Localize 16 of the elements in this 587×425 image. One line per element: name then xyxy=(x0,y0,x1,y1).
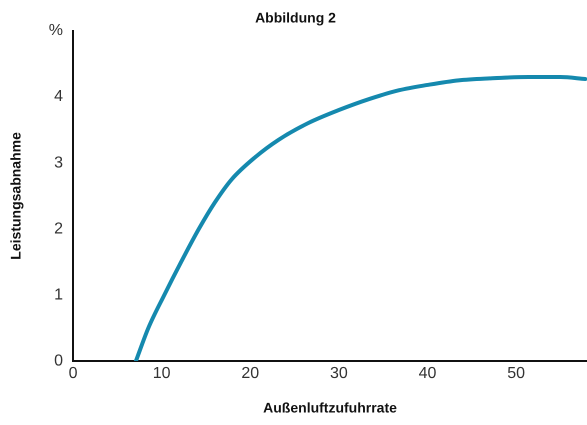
y-tick-label: % xyxy=(48,22,64,40)
x-axis-title: Außenluftzufuhrrate xyxy=(263,399,398,416)
x-tick-label: 30 xyxy=(330,365,348,382)
x-tick-label: 10 xyxy=(152,365,171,382)
y-axis-title: Leistungsabnahme xyxy=(7,132,24,260)
chart-title: Abbildung 2 xyxy=(255,9,336,26)
x-tick-label: 0 xyxy=(68,365,78,382)
x-tick-label: 20 xyxy=(241,365,260,382)
x-tick-label: 40 xyxy=(418,365,436,382)
y-tick-label: 4 xyxy=(54,88,64,106)
y-tick-label: 1 xyxy=(54,286,64,304)
x-tick-label: 50 xyxy=(507,365,526,382)
y-tick-label: 3 xyxy=(54,154,64,172)
y-tick-label: 0 xyxy=(54,352,64,370)
y-tick-label: 2 xyxy=(54,220,64,238)
line-series xyxy=(134,75,587,361)
